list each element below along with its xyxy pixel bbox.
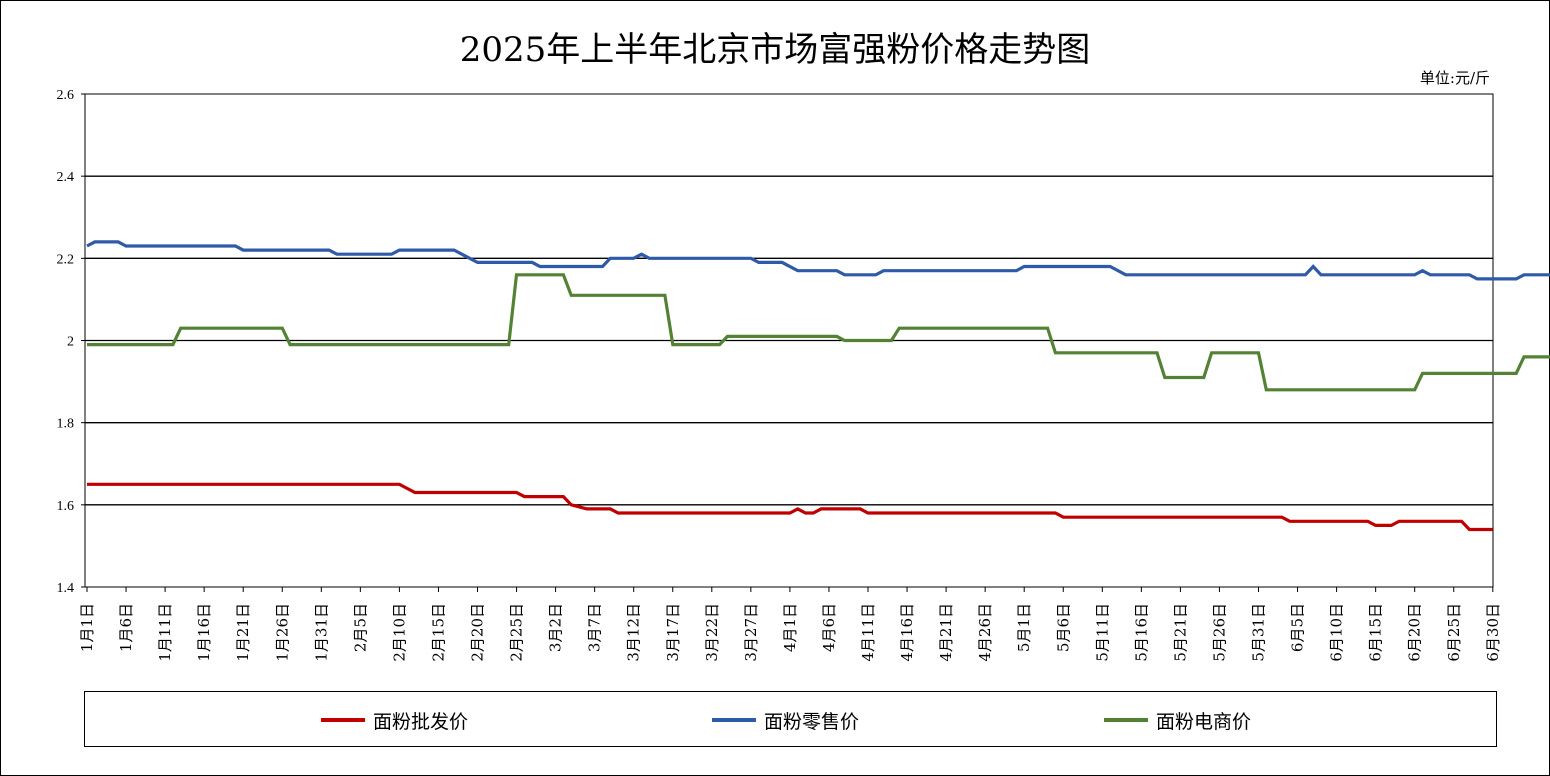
x-tick-label: 3月7日: [586, 603, 604, 652]
y-tick-label: 1.8: [57, 417, 75, 432]
x-tick-label: 4月26日: [976, 603, 994, 662]
x-tick-label: 5月26日: [1210, 603, 1228, 662]
x-tick-label: 6月15日: [1367, 603, 1385, 662]
x-tick-label: 6月5日: [1289, 603, 1307, 652]
y-tick-label: 2: [67, 335, 74, 350]
x-tick-label: 1月26日: [273, 603, 291, 662]
line-chart: 1.41.61.822.22.42.6 1月1日 1月6日 1月11日 1月16日 1月…: [57, 88, 1550, 662]
x-tick-label: 1月31日: [312, 603, 330, 662]
x-axis: 1月1日 1月6日 1月11日 1月16日 1月21日 1月26日 1月31日 2月5日 2月1…: [78, 587, 1502, 662]
series-line-1: [86, 240, 1550, 281]
y-tick-label: 2.6: [57, 88, 75, 103]
legend: 面粉批发价 面粉零售价 面粉电商价: [84, 691, 1497, 747]
x-tick-label: 6月25日: [1445, 603, 1463, 662]
x-tick-label: 5月1日: [1015, 603, 1033, 652]
x-tick-label: 5月31日: [1250, 603, 1268, 662]
chart-title: 2025年上半年北京市场富强粉价格走势图: [459, 30, 1091, 70]
x-tick-label: 1月11日: [156, 603, 174, 662]
legend-label-wholesale: 面粉批发价: [373, 710, 469, 733]
unit-label: 单位:元/斤: [1419, 69, 1490, 87]
legend-item-wholesale: 面粉批发价: [321, 692, 468, 748]
legend-label-ecommerce: 面粉电商价: [1156, 710, 1252, 733]
series-line-0: [87, 482, 1493, 532]
x-tick-label: 3月2日: [547, 603, 565, 652]
x-tick-label: 4月16日: [898, 603, 916, 662]
legend-item-ecommerce: 面粉电商价: [1104, 692, 1251, 748]
x-tick-label: 1月21日: [234, 603, 252, 662]
legend-swatch-wholesale: [321, 718, 365, 722]
x-tick-label: 4月1日: [781, 603, 799, 652]
x-tick-label: 3月27日: [742, 603, 760, 662]
y-tick-label: 2.2: [57, 252, 75, 267]
x-tick-label: 2月25日: [508, 603, 526, 662]
x-tick-label: 5月21日: [1171, 603, 1189, 662]
y-tick-label: 2.4: [57, 170, 75, 185]
x-tick-label: 1月1日: [78, 603, 96, 652]
x-tick-label: 6月10日: [1328, 603, 1346, 662]
x-tick-label: 3月17日: [664, 603, 682, 662]
series-line-2: [87, 273, 1550, 392]
legend-swatch-ecommerce: [1104, 718, 1148, 722]
x-tick-label: 5月11日: [1093, 603, 1111, 662]
x-tick-label: 3月22日: [703, 603, 721, 662]
x-tick-label: 4月21日: [937, 603, 955, 662]
x-tick-label: 3月12日: [625, 603, 643, 662]
y-tick-label: 1.6: [57, 499, 75, 514]
x-tick-label: 5月16日: [1132, 603, 1150, 662]
legend-item-retail: 面粉零售价: [712, 692, 859, 748]
x-tick-label: 2月10日: [390, 603, 408, 662]
x-tick-label: 1月6日: [117, 603, 135, 652]
x-tick-label: 5月6日: [1054, 603, 1072, 652]
x-tick-label: 4月6日: [820, 603, 838, 652]
x-tick-label: 2月20日: [469, 603, 487, 662]
y-axis: 1.4 1.6 1.8 2 2.2 2.4 2.6: [57, 88, 85, 596]
x-tick-label: 6月20日: [1406, 603, 1424, 662]
x-tick-label: 4月11日: [859, 603, 877, 662]
legend-swatch-retail: [712, 718, 756, 722]
x-tick-label: 1月16日: [195, 603, 213, 662]
x-tick-label: 6月30日: [1484, 603, 1502, 662]
x-tick-label: 2月15日: [429, 603, 447, 662]
legend-label-retail: 面粉零售价: [764, 710, 860, 733]
y-tick-label: 1.4: [57, 581, 75, 596]
series-lines: [86, 240, 1550, 532]
gridlines: [85, 175, 1493, 506]
x-tick-label: 2月5日: [351, 603, 369, 652]
